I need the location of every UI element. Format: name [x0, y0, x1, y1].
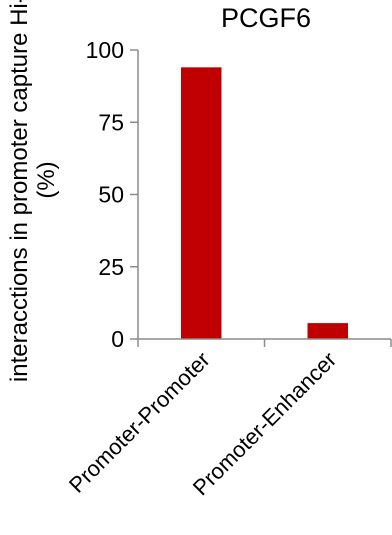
y-tick-label: 100: [86, 37, 124, 63]
y-axis-label-line1: interacctions in promoter capture Hi-C: [6, 0, 33, 382]
bar-promoter-promoter: [181, 67, 222, 339]
bar-promoter-enhancer: [307, 323, 348, 339]
y-tick-label: 75: [98, 109, 124, 135]
y-tick-label: 0: [111, 326, 124, 352]
chart-title: PCGF6: [221, 3, 311, 33]
y-ticks-group: 0 25 50 75 100: [86, 37, 138, 352]
y-axis-label: interacctions in promoter capture Hi-C (…: [6, 0, 60, 382]
y-tick-label: 25: [98, 254, 124, 280]
y-tick-label: 50: [98, 182, 124, 208]
bars-group: [181, 67, 348, 339]
y-axis-label-line2: (%): [33, 161, 60, 198]
x-tick-label: Promoter-Promoter: [64, 347, 215, 498]
x-tick-label: Promoter-Enhancer: [188, 347, 341, 500]
